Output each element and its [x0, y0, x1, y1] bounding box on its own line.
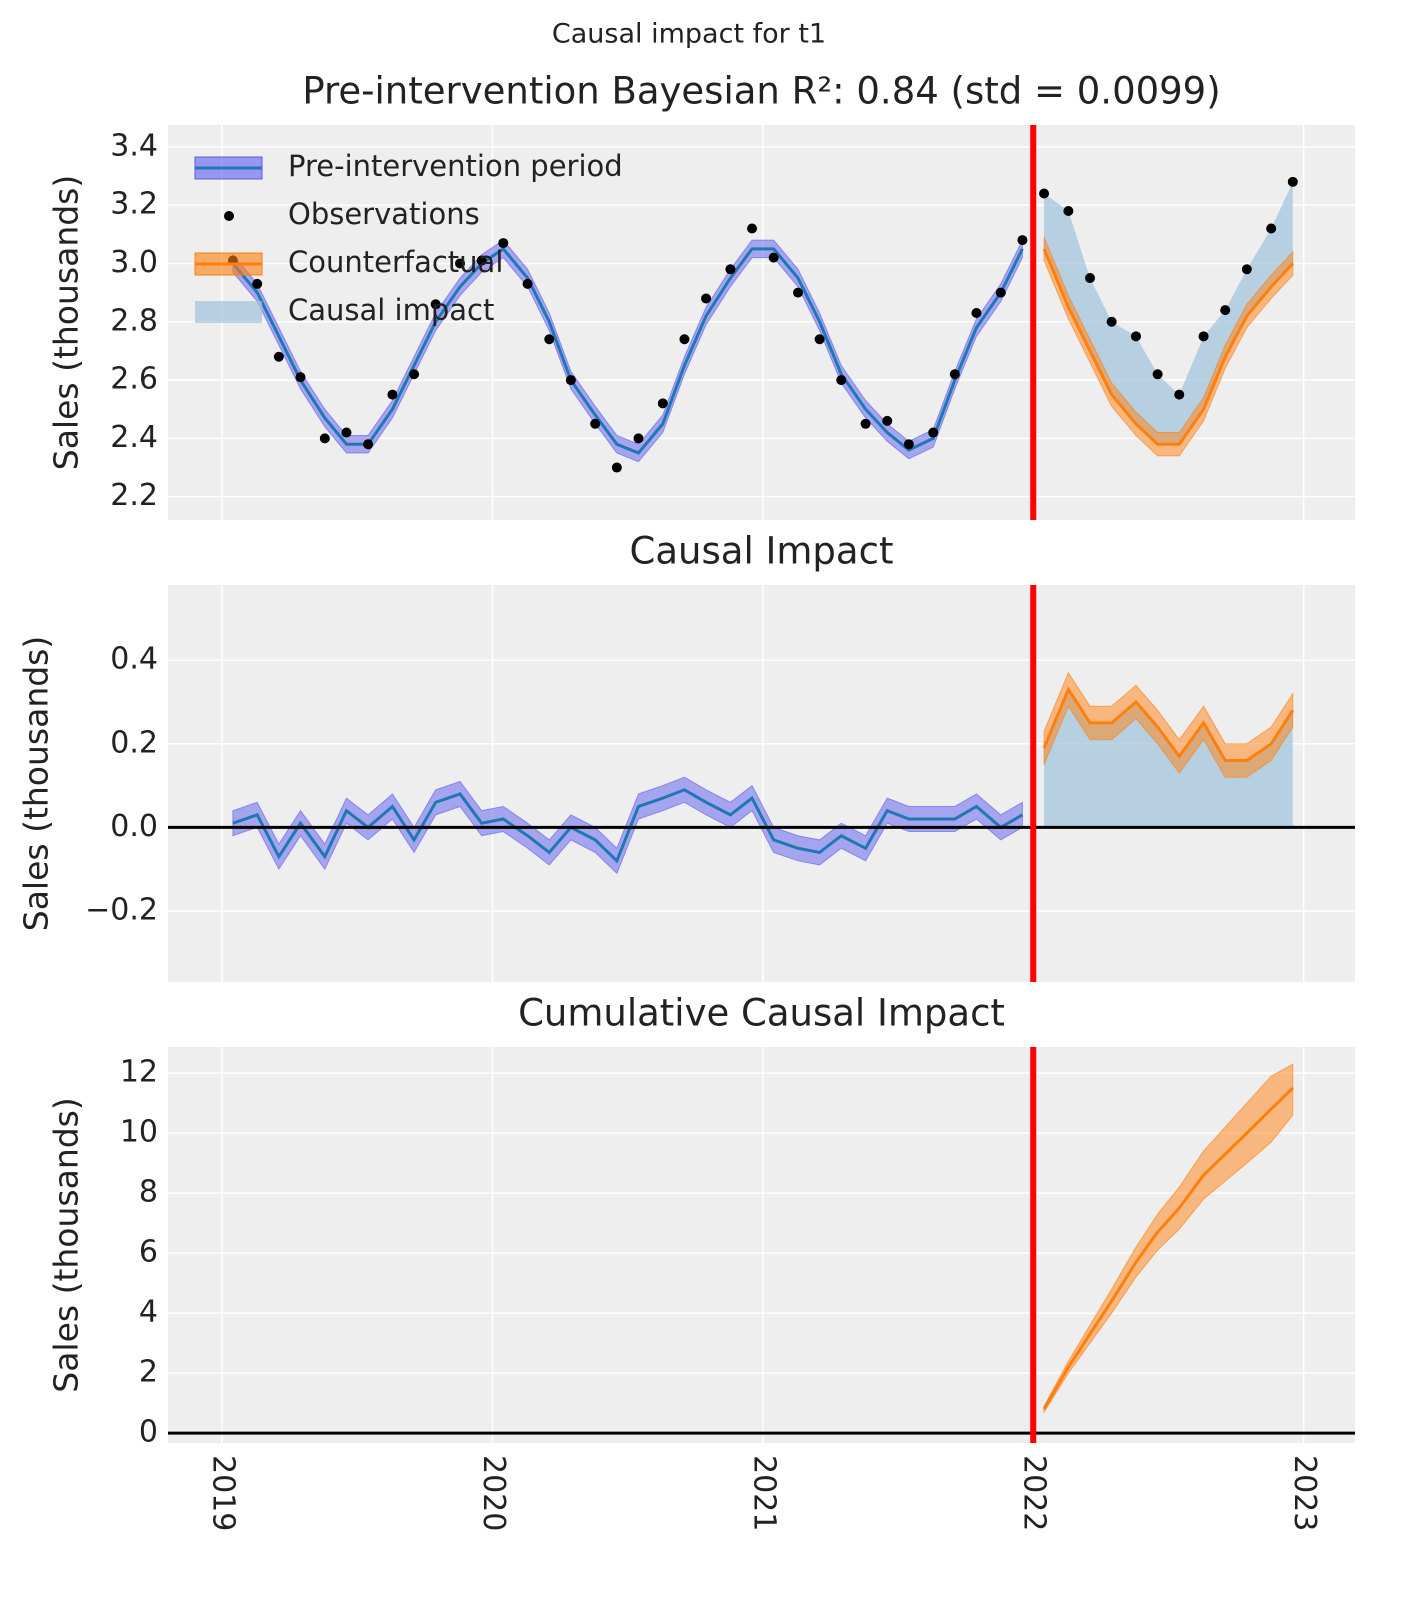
- x-tick-label: 2022: [1017, 1455, 1052, 1531]
- observation: [1130, 331, 1141, 342]
- observation: [1017, 235, 1028, 246]
- observation: [611, 462, 622, 473]
- observation: [498, 238, 509, 249]
- observation: [949, 369, 960, 380]
- legend-label: Observations: [288, 197, 480, 231]
- y-tick-label: 0: [139, 1415, 158, 1450]
- y-axis-label: Sales (thousands): [17, 636, 56, 932]
- observation: [747, 223, 758, 234]
- y-tick-label: 3.4: [110, 128, 158, 163]
- y-tick-label: 0.2: [110, 725, 158, 760]
- y-tick-label: 2.2: [110, 478, 158, 513]
- observation: [476, 255, 487, 266]
- observation: [565, 375, 576, 386]
- figure-title: Causal impact for t1: [552, 19, 826, 50]
- observation: [1220, 305, 1231, 316]
- band: [1043, 1063, 1294, 1414]
- observation: [701, 293, 712, 304]
- observation: [1085, 273, 1096, 284]
- x-tick-label: 2021: [746, 1455, 781, 1531]
- legend-label: Pre-intervention period: [288, 149, 623, 183]
- observation: [1287, 176, 1298, 187]
- observation: [1063, 205, 1074, 216]
- observation: [590, 418, 601, 429]
- line: [1042, 248, 1294, 446]
- panel-title: Pre-intervention Bayesian R²: 0.84 (std …: [302, 70, 1220, 113]
- observation: [725, 264, 736, 275]
- observation: [928, 427, 939, 438]
- observation: [341, 427, 352, 438]
- x-tick-label: 2020: [476, 1455, 511, 1531]
- x-tick-label: 2023: [1287, 1455, 1322, 1531]
- y-tick-label: 12: [120, 1055, 158, 1090]
- observation: [633, 433, 644, 444]
- observation: [679, 334, 690, 345]
- y-axis-label: Sales (thousands): [47, 1097, 86, 1393]
- y-tick-label: 2: [139, 1355, 158, 1390]
- line: [1042, 686, 1295, 763]
- legend-label: Counterfactual: [288, 245, 503, 279]
- observation: [252, 278, 263, 289]
- observation: [1241, 264, 1252, 275]
- observation: [295, 372, 306, 383]
- observation: [1266, 223, 1277, 234]
- y-axis-label: Sales (thousands): [47, 175, 86, 471]
- observation: [455, 258, 466, 269]
- observation: [387, 389, 398, 400]
- observation: [409, 369, 420, 380]
- y-tick-label: 0.4: [110, 642, 158, 677]
- y-tick-label: −0.2: [85, 892, 158, 927]
- observation: [768, 252, 779, 263]
- observation: [793, 287, 804, 298]
- y-tick-label: 10: [120, 1115, 158, 1150]
- observation: [1174, 389, 1185, 400]
- observation: [363, 439, 374, 450]
- panel-title: Cumulative Causal Impact: [518, 992, 1005, 1035]
- line: [1042, 1087, 1294, 1410]
- observation: [1106, 316, 1117, 327]
- y-tick-label: 6: [139, 1235, 158, 1270]
- observation: [319, 433, 330, 444]
- band: [1043, 671, 1294, 778]
- observation: [860, 418, 871, 429]
- y-tick-label: 8: [139, 1175, 158, 1210]
- observation: [814, 334, 825, 345]
- legend-swatch: [224, 211, 234, 221]
- y-tick-label: 4: [139, 1295, 158, 1330]
- plot-background: [168, 1047, 1355, 1443]
- y-tick-label: 2.4: [110, 420, 158, 455]
- y-tick-label: 3.0: [110, 245, 158, 280]
- observation: [903, 439, 914, 450]
- observation: [544, 334, 555, 345]
- line: [232, 788, 1024, 864]
- observation: [522, 278, 533, 289]
- observation: [1039, 188, 1050, 199]
- band: [1043, 237, 1294, 457]
- y-tick-label: 3.2: [110, 187, 158, 222]
- y-tick-label: 2.8: [110, 303, 158, 338]
- y-tick-label: 2.6: [110, 362, 158, 397]
- observation: [836, 375, 847, 386]
- observation: [657, 398, 668, 409]
- observation: [995, 287, 1006, 298]
- observation: [971, 308, 982, 319]
- observation: [273, 351, 284, 362]
- observation: [882, 415, 893, 426]
- x-tick-label: 2019: [206, 1455, 241, 1531]
- panel-title: Causal Impact: [630, 530, 894, 573]
- legend-swatch: [195, 301, 262, 323]
- y-tick-label: 0.0: [110, 809, 158, 844]
- legend-label: Causal impact: [288, 293, 494, 327]
- observation: [430, 299, 441, 310]
- observation: [1152, 369, 1163, 380]
- observation: [1198, 331, 1209, 342]
